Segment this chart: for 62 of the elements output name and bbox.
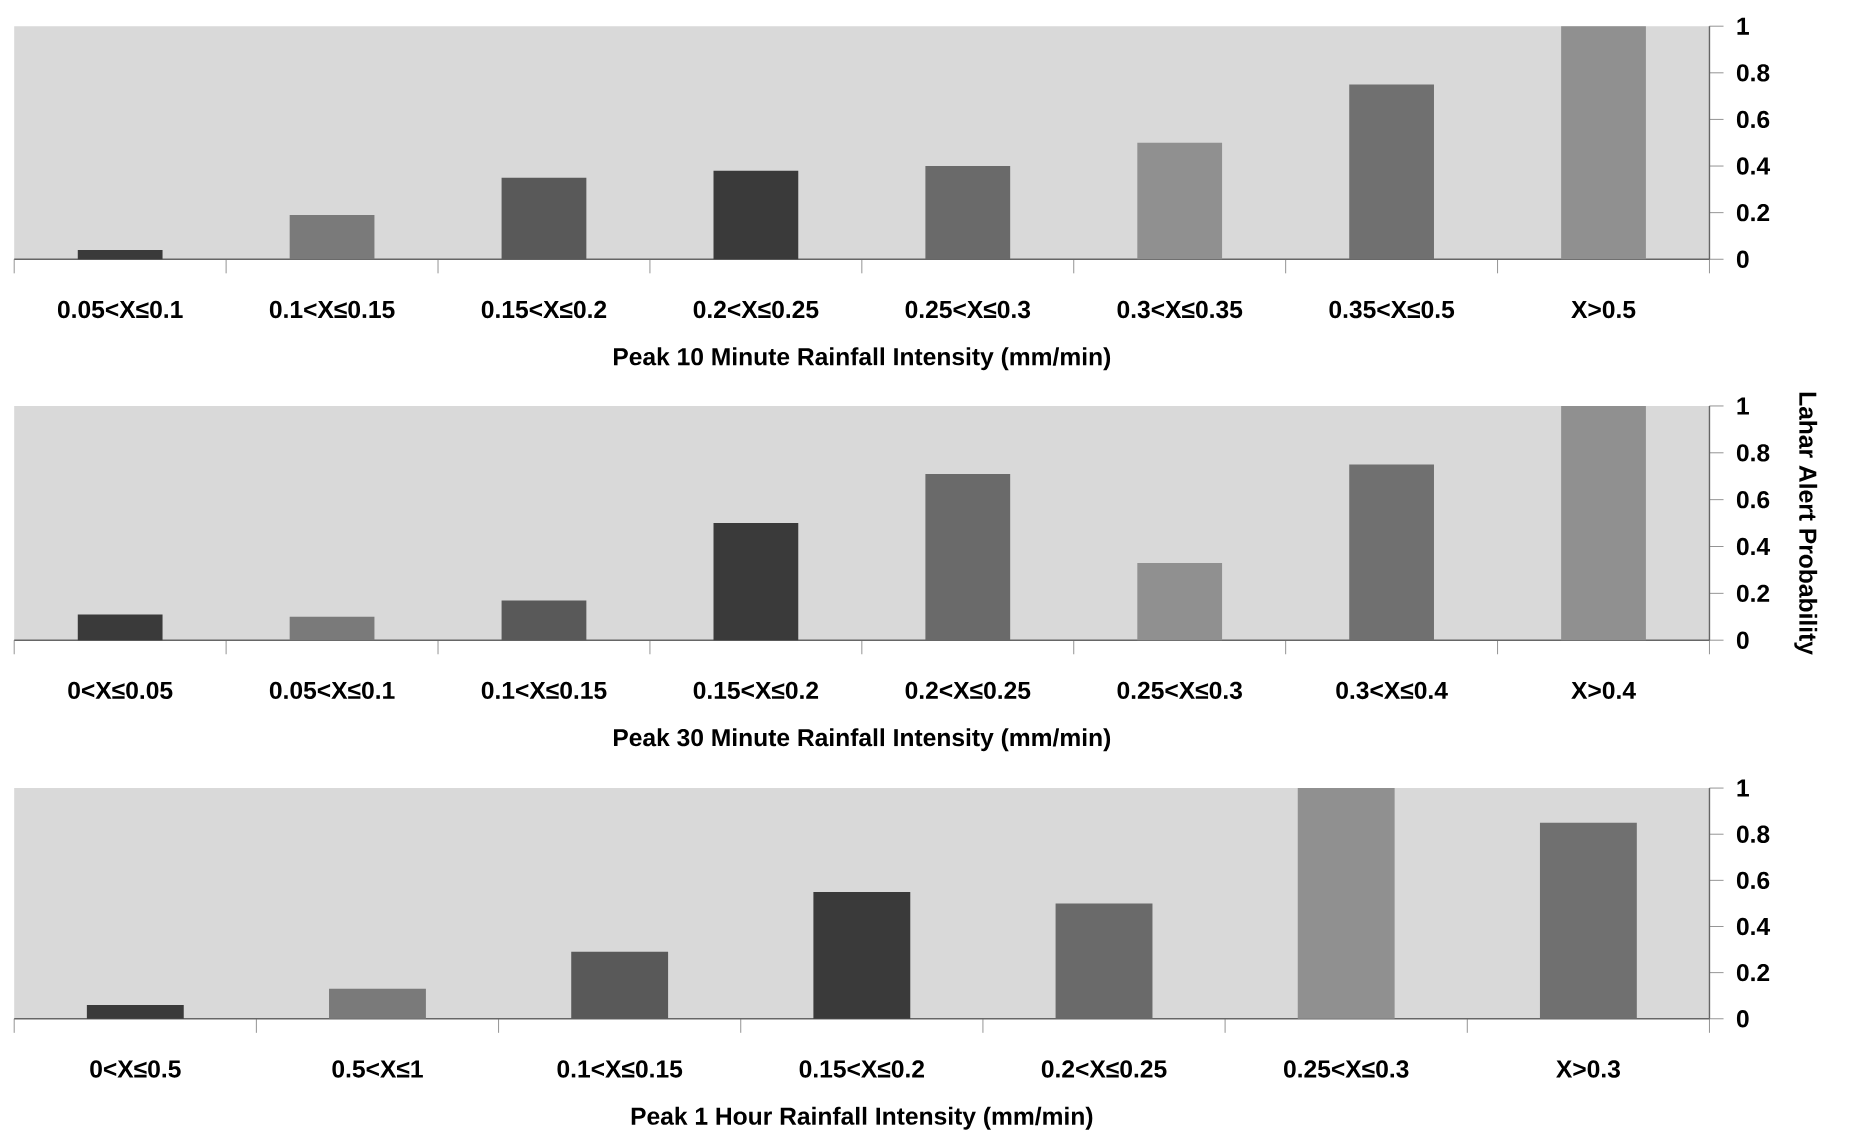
y-tick-label: 0.6 (1736, 871, 1770, 890)
x-tick-label: 0.1<X≤0.15 (557, 1060, 683, 1078)
x-tick-label: 0.35<X≤0.5 (1329, 300, 1455, 319)
bar (571, 951, 669, 1019)
bar (77, 249, 163, 260)
x-axis-title: Peak 30 Minute Rainfall Intensity (mm/min) (614, 728, 1111, 752)
y-tick-label: 0.4 (1736, 537, 1771, 556)
y-tick-label: 0.2 (1736, 584, 1770, 603)
bar (289, 214, 375, 260)
bar (1137, 562, 1223, 641)
x-tick-label: 0.3<X≤0.35 (1117, 300, 1243, 319)
x-tick-label: 0.25<X≤0.3 (905, 300, 1031, 319)
bar (86, 1004, 184, 1019)
x-tick-label: 0.1<X≤0.15 (481, 681, 607, 700)
x-tick-label: 0.5<X≤1 (332, 1060, 423, 1078)
bar (1137, 142, 1223, 260)
x-tick-label: 0<X≤0.05 (68, 681, 173, 700)
bar (501, 600, 587, 641)
y-tick-label: 1 (1737, 779, 1749, 797)
bar (713, 170, 799, 260)
x-tick-label: 0.15<X≤0.2 (481, 300, 607, 319)
y-tick-label: 0 (1736, 1010, 1749, 1028)
x-axis-title: Peak 10 Minute Rainfall Intensity (mm/min) (614, 347, 1111, 371)
x-tick-label: 0.05<X≤0.1 (57, 300, 183, 319)
y-tick-label: 0.8 (1736, 825, 1770, 843)
x-tick-label: 0.05<X≤0.1 (269, 681, 395, 700)
x-tick-label: 0.15<X≤0.2 (799, 1060, 925, 1078)
x-tick-label: 0.3<X≤0.4 (1336, 681, 1448, 700)
bar (1561, 26, 1646, 260)
y-tick-label: 0.8 (1736, 444, 1770, 462)
bar (77, 614, 163, 641)
bar (813, 891, 911, 1019)
x-axis-title: Peak 1 Hour Rainfall Intensity (mm/min) (631, 1106, 1093, 1130)
x-tick-label: 0<X≤0.5 (90, 1060, 181, 1078)
bar (1561, 405, 1646, 641)
y-tick-label: 0.8 (1736, 64, 1770, 82)
y-tick-label: 0 (1736, 250, 1749, 268)
x-tick-label: X>0.5 (1571, 300, 1636, 319)
x-tick-label: 0.2<X≤0.25 (693, 300, 819, 319)
x-tick-label: 0.2<X≤0.25 (905, 681, 1031, 700)
bar (289, 616, 375, 641)
x-tick-label: X>0.4 (1571, 681, 1636, 700)
x-tick-label: 0.1<X≤0.15 (269, 300, 395, 319)
y-tick-label: 1 (1737, 17, 1749, 35)
bar (501, 177, 587, 260)
y-tick-label: 1 (1737, 397, 1749, 415)
x-tick-label: 0.2<X≤0.25 (1041, 1060, 1167, 1078)
bar (713, 523, 799, 641)
x-tick-label: 0.25<X≤0.3 (1284, 1060, 1409, 1078)
y-axis-title: Lahar Alert Probability (1794, 392, 1818, 655)
x-tick-label: 0.15<X≤0.2 (693, 681, 819, 700)
y-tick-label: 0.2 (1736, 203, 1770, 222)
bar (329, 988, 426, 1019)
x-tick-label: X>0.3 (1556, 1060, 1620, 1078)
x-tick-label: 0.25<X≤0.3 (1117, 681, 1242, 700)
y-tick-label: 0.6 (1736, 490, 1770, 509)
y-tick-label: 0.2 (1736, 963, 1770, 982)
y-tick-label: 0.4 (1736, 917, 1771, 936)
y-tick-label: 0.4 (1736, 157, 1771, 175)
bar (1297, 788, 1395, 1019)
y-tick-label: 0.6 (1736, 110, 1770, 129)
y-tick-label: 0 (1736, 631, 1749, 649)
